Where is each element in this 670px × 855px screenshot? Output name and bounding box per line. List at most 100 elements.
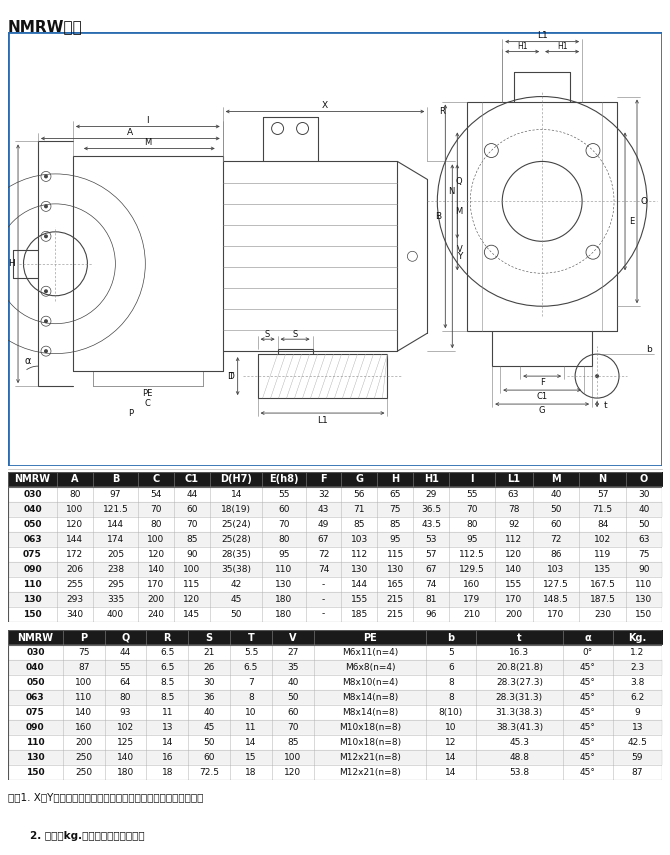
Text: S: S — [292, 330, 297, 339]
Text: 110: 110 — [23, 580, 42, 589]
Text: 44: 44 — [186, 490, 198, 499]
Text: 11: 11 — [245, 722, 257, 732]
Text: 125: 125 — [117, 738, 134, 747]
Text: 130: 130 — [26, 752, 45, 762]
Text: 53.8: 53.8 — [509, 768, 529, 777]
Text: 100: 100 — [284, 752, 302, 762]
Text: 040: 040 — [26, 663, 45, 672]
Text: 030: 030 — [26, 648, 45, 657]
Text: M6x11(n=4): M6x11(n=4) — [342, 648, 398, 657]
Text: 50: 50 — [287, 693, 299, 702]
Text: 28(35): 28(35) — [221, 550, 251, 559]
Text: 35: 35 — [287, 663, 299, 672]
Text: 155: 155 — [505, 580, 522, 589]
Text: 155: 155 — [351, 594, 368, 604]
Text: G: G — [355, 475, 363, 485]
Text: 110: 110 — [75, 693, 92, 702]
Text: 10: 10 — [445, 722, 457, 732]
Text: 160: 160 — [75, 722, 92, 732]
Text: 75: 75 — [390, 504, 401, 514]
Text: 38.3(41.3): 38.3(41.3) — [496, 722, 543, 732]
Text: 30: 30 — [204, 678, 215, 687]
Text: 100: 100 — [147, 534, 165, 544]
Text: 64: 64 — [120, 678, 131, 687]
Text: 063: 063 — [23, 534, 42, 544]
Text: 050: 050 — [23, 520, 42, 529]
Text: 29: 29 — [425, 490, 437, 499]
Text: 45°: 45° — [580, 752, 596, 762]
Text: 293: 293 — [66, 594, 84, 604]
Text: 14: 14 — [446, 768, 457, 777]
Text: 030: 030 — [23, 490, 42, 499]
Text: Q: Q — [456, 177, 462, 186]
Text: 56: 56 — [354, 490, 365, 499]
Text: 1.2: 1.2 — [630, 648, 645, 657]
Text: 110: 110 — [26, 738, 45, 747]
Text: 60: 60 — [550, 520, 561, 529]
Text: 12: 12 — [446, 738, 457, 747]
Text: 215: 215 — [387, 610, 404, 619]
Circle shape — [595, 374, 599, 378]
Text: 18: 18 — [161, 768, 173, 777]
Text: I: I — [470, 475, 474, 485]
Text: 45°: 45° — [580, 768, 596, 777]
Text: 45.3: 45.3 — [509, 738, 529, 747]
Text: 20.8(21.8): 20.8(21.8) — [496, 663, 543, 672]
Text: 102: 102 — [594, 534, 611, 544]
Text: 50: 50 — [550, 504, 561, 514]
Text: 140: 140 — [75, 708, 92, 717]
Text: 172: 172 — [66, 550, 84, 559]
Text: 42: 42 — [230, 580, 242, 589]
Text: 48.8: 48.8 — [509, 752, 529, 762]
Text: 120: 120 — [505, 550, 522, 559]
Text: 36: 36 — [204, 693, 215, 702]
Text: 80: 80 — [120, 693, 131, 702]
Text: 40: 40 — [639, 504, 650, 514]
Text: M12x21(n=8): M12x21(n=8) — [339, 752, 401, 762]
Text: 075: 075 — [23, 550, 42, 559]
Text: 87: 87 — [78, 663, 90, 672]
Text: b: b — [448, 633, 454, 643]
Text: 240: 240 — [147, 610, 165, 619]
Text: 45°: 45° — [580, 693, 596, 702]
Text: Y: Y — [457, 251, 462, 261]
Text: 180: 180 — [275, 610, 293, 619]
Text: 55: 55 — [120, 663, 131, 672]
Text: 25(28): 25(28) — [221, 534, 251, 544]
Text: R: R — [163, 633, 171, 643]
Text: 130: 130 — [635, 594, 653, 604]
Text: 27: 27 — [287, 648, 299, 657]
Text: 65: 65 — [390, 490, 401, 499]
Text: F: F — [320, 475, 327, 485]
Text: 6: 6 — [448, 663, 454, 672]
Text: 74: 74 — [318, 564, 329, 574]
Text: Kg.: Kg. — [628, 633, 647, 643]
Text: M: M — [551, 475, 561, 485]
Text: 210: 210 — [464, 610, 480, 619]
Text: I: I — [147, 116, 149, 125]
Text: 35(38): 35(38) — [221, 564, 251, 574]
Text: M10x18(n=8): M10x18(n=8) — [339, 722, 401, 732]
Text: 57: 57 — [597, 490, 608, 499]
Text: 100: 100 — [184, 564, 200, 574]
Text: 135: 135 — [594, 564, 611, 574]
Text: 85: 85 — [390, 520, 401, 529]
Text: 55: 55 — [278, 490, 289, 499]
Text: 120: 120 — [184, 594, 200, 604]
Text: 200: 200 — [75, 738, 92, 747]
Text: 25(24): 25(24) — [221, 520, 251, 529]
Text: 230: 230 — [594, 610, 611, 619]
Text: 80: 80 — [69, 490, 80, 499]
Text: 71.5: 71.5 — [592, 504, 613, 514]
Text: 5.5: 5.5 — [244, 648, 258, 657]
Text: 187.5: 187.5 — [590, 594, 616, 604]
Text: 120: 120 — [284, 768, 302, 777]
Text: 120: 120 — [147, 550, 165, 559]
Text: 80: 80 — [278, 534, 289, 544]
Text: 120: 120 — [66, 520, 84, 529]
Text: 400: 400 — [107, 610, 124, 619]
Text: 2. 重量（kg.）不包含电机的重量。: 2. 重量（kg.）不包含电机的重量。 — [30, 831, 145, 841]
Text: 70: 70 — [466, 504, 478, 514]
Text: 8: 8 — [248, 693, 254, 702]
Text: 15: 15 — [245, 752, 257, 762]
